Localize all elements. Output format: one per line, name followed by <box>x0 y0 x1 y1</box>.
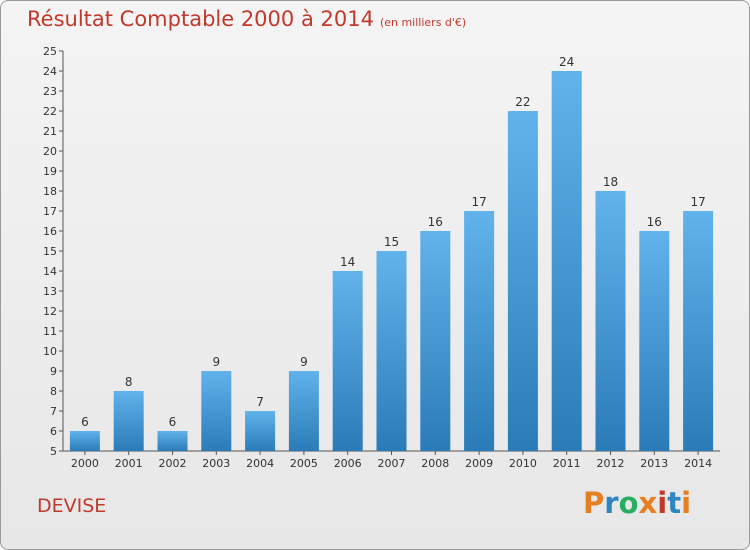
logo-letter: x <box>638 486 658 520</box>
bar-2005 <box>288 371 319 451</box>
data-label-2011: 24 <box>559 55 574 69</box>
y-tick-label: 5 <box>50 445 57 458</box>
logo-letter: t <box>667 486 682 520</box>
data-label-2009: 17 <box>471 195 486 209</box>
bar-2014 <box>683 211 714 451</box>
x-tick-label-2006: 2006 <box>334 457 362 470</box>
x-tick-label-2008: 2008 <box>421 457 449 470</box>
logo-letter: r <box>604 486 619 520</box>
data-label-2014: 17 <box>690 195 705 209</box>
y-tick-label: 7 <box>50 405 57 418</box>
y-tick-label: 13 <box>43 285 57 298</box>
bar-2007 <box>376 251 407 451</box>
y-tick-label: 16 <box>43 225 57 238</box>
y-tick-label: 18 <box>43 185 57 198</box>
y-tick-label: 21 <box>43 125 57 138</box>
x-tick-label-2004: 2004 <box>246 457 274 470</box>
data-label-2013: 16 <box>647 215 662 229</box>
x-tick-label-2000: 2000 <box>71 457 99 470</box>
bar-2003 <box>201 371 232 451</box>
logo-letter: P <box>583 486 605 520</box>
chart-title-text: Résultat Comptable 2000 à 2014 <box>27 7 374 31</box>
bar-2009 <box>464 211 495 451</box>
x-tick-label-2001: 2001 <box>115 457 143 470</box>
data-label-2007: 15 <box>384 235 399 249</box>
data-label-2000: 6 <box>81 415 89 429</box>
proxiti-logo: Proxiti <box>583 486 691 520</box>
y-tick-label: 24 <box>43 65 57 78</box>
y-tick-label: 9 <box>50 365 57 378</box>
data-label-2004: 7 <box>256 395 264 409</box>
chart-subtitle: (en milliers d'€) <box>379 16 467 29</box>
bar-2011 <box>551 71 582 451</box>
bar-2000 <box>69 431 100 451</box>
bar-2006 <box>332 271 363 451</box>
y-tick-label: 12 <box>43 305 57 318</box>
data-label-2003: 9 <box>212 355 220 369</box>
bar-2002 <box>157 431 188 451</box>
data-label-2002: 6 <box>169 415 177 429</box>
chart-title: Résultat Comptable 2000 à 2014 (en millie… <box>27 7 466 31</box>
y-tick-label: 10 <box>43 345 57 358</box>
x-tick-label-2009: 2009 <box>465 457 493 470</box>
y-tick-label: 15 <box>43 245 57 258</box>
data-label-2010: 22 <box>515 95 530 109</box>
y-tick-label: 17 <box>43 205 57 218</box>
x-tick-label-2013: 2013 <box>640 457 668 470</box>
y-tick-label: 8 <box>50 385 57 398</box>
data-label-2006: 14 <box>340 255 355 269</box>
x-tick-label-2007: 2007 <box>378 457 406 470</box>
data-label-2005: 9 <box>300 355 308 369</box>
data-labels: 6 8 6 9 7 9 14 15 16 17 22 24 18 16 17 <box>81 55 706 429</box>
bars <box>69 71 714 451</box>
bar-2008 <box>420 231 451 451</box>
bar-2012 <box>595 191 626 451</box>
commune-name: DEVISE <box>37 495 107 517</box>
bar-2013 <box>639 231 670 451</box>
y-tick-label: 25 <box>43 45 57 58</box>
x-tick-label-2012: 2012 <box>597 457 625 470</box>
logo-letter: o <box>618 486 639 520</box>
y-tick-label: 23 <box>43 85 57 98</box>
y-tick-label: 19 <box>43 165 57 178</box>
x-tick-label-2003: 2003 <box>202 457 230 470</box>
bar-2001 <box>113 391 144 451</box>
x-tick-label-2005: 2005 <box>290 457 318 470</box>
data-label-2012: 18 <box>603 175 618 189</box>
logo-letter: i <box>681 486 692 520</box>
data-label-2001: 8 <box>125 375 133 389</box>
y-tick-label: 14 <box>43 265 57 278</box>
data-label-2008: 16 <box>428 215 443 229</box>
x-axis: 2000 2001 2002 2003 2004 2005 2006 2007 2008 2009… <box>63 450 720 470</box>
bar-2004 <box>245 411 276 451</box>
y-tick-label: 22 <box>43 105 57 118</box>
y-axis: 5 6 7 8 9 10 11 12 13 14 15 16 17 18 19 20 21 22 23 24 25 <box>43 45 64 458</box>
x-tick-label-2014: 2014 <box>684 457 712 470</box>
bar-2010 <box>507 111 538 451</box>
y-tick-label: 6 <box>50 425 57 438</box>
y-tick-label: 20 <box>43 145 57 158</box>
x-tick-label-2010: 2010 <box>509 457 537 470</box>
x-tick-label-2011: 2011 <box>553 457 581 470</box>
logo-letter: i <box>657 486 668 520</box>
y-tick-label: 11 <box>43 325 57 338</box>
x-tick-label-2002: 2002 <box>159 457 187 470</box>
